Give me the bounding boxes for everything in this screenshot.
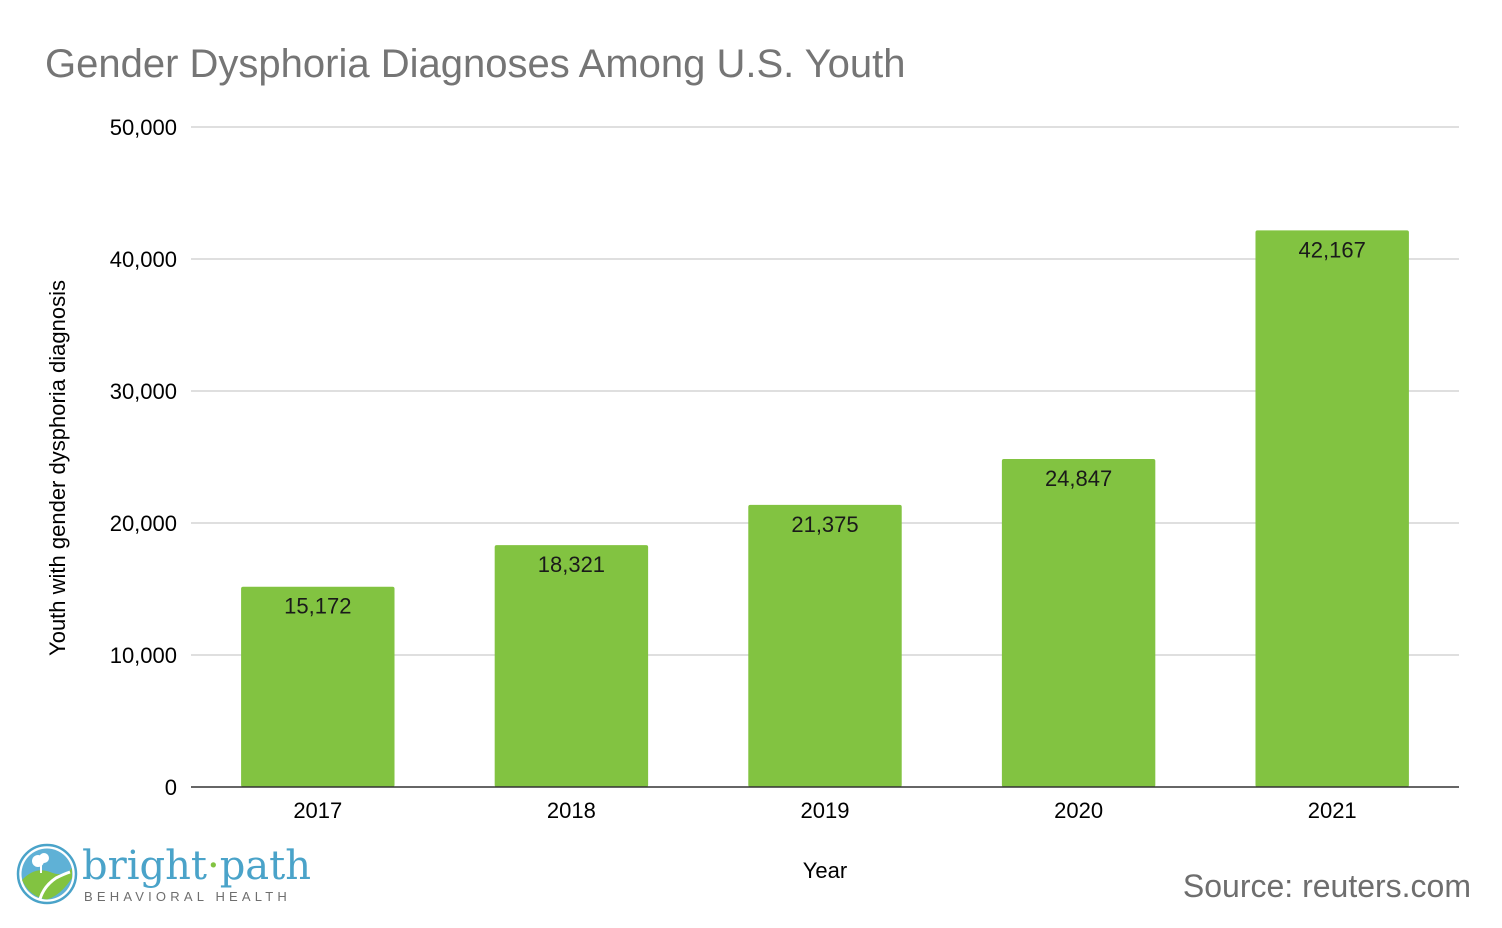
x-axis-label: Year	[803, 858, 847, 883]
data-label-2018: 18,321	[538, 552, 605, 577]
x-tick-label-2020: 2020	[1054, 798, 1103, 823]
bar-2020	[1001, 459, 1156, 787]
bar-2017	[241, 586, 395, 787]
logo-subtitle: BEHAVIORAL HEALTH	[84, 889, 291, 904]
logo-word-path: path	[220, 843, 311, 889]
data-label-2020: 24,847	[1045, 466, 1112, 491]
data-label-2019: 21,375	[791, 512, 858, 537]
gridlines	[191, 126, 1459, 656]
y-tick-label: 30,000	[110, 379, 177, 404]
bar-2019	[748, 504, 902, 787]
bar-2018	[494, 545, 649, 787]
logo-emblem-icon	[16, 843, 78, 905]
y-axis-ticks: 0 10,000 20,000 30,000 40,000 50,000	[110, 115, 177, 800]
logo-dot: ·	[207, 843, 220, 889]
data-labels: 15,172 18,321 21,375 24,847 42,167	[284, 237, 1366, 618]
bar-2021	[1255, 230, 1409, 787]
x-axis-ticks: 2017 2018 2019 2020 2021	[293, 798, 1356, 823]
brightpath-logo: bright·path BEHAVIORAL HEALTH	[16, 843, 311, 905]
data-label-2021: 42,167	[1299, 237, 1366, 262]
data-label-2017: 15,172	[284, 594, 351, 619]
logo-word-bright: bright	[82, 843, 207, 889]
x-tick-label-2021: 2021	[1308, 798, 1357, 823]
x-tick-label-2017: 2017	[293, 798, 342, 823]
y-tick-label: 40,000	[110, 247, 177, 272]
chart-title: Gender Dysphoria Diagnoses Among U.S. Yo…	[45, 42, 906, 86]
y-tick-label: 20,000	[110, 511, 177, 536]
x-tick-label-2019: 2019	[801, 798, 850, 823]
logo-wordmark: bright·path	[82, 843, 311, 889]
x-tick-label-2018: 2018	[547, 798, 596, 823]
y-axis-label: Youth with gender dysphoria diagnosis	[45, 280, 70, 656]
source-text: Source: reuters.com	[1183, 868, 1471, 904]
y-tick-label: 10,000	[110, 643, 177, 668]
y-tick-label: 0	[165, 775, 177, 800]
y-tick-label: 50,000	[110, 115, 177, 140]
bars	[241, 230, 1409, 787]
